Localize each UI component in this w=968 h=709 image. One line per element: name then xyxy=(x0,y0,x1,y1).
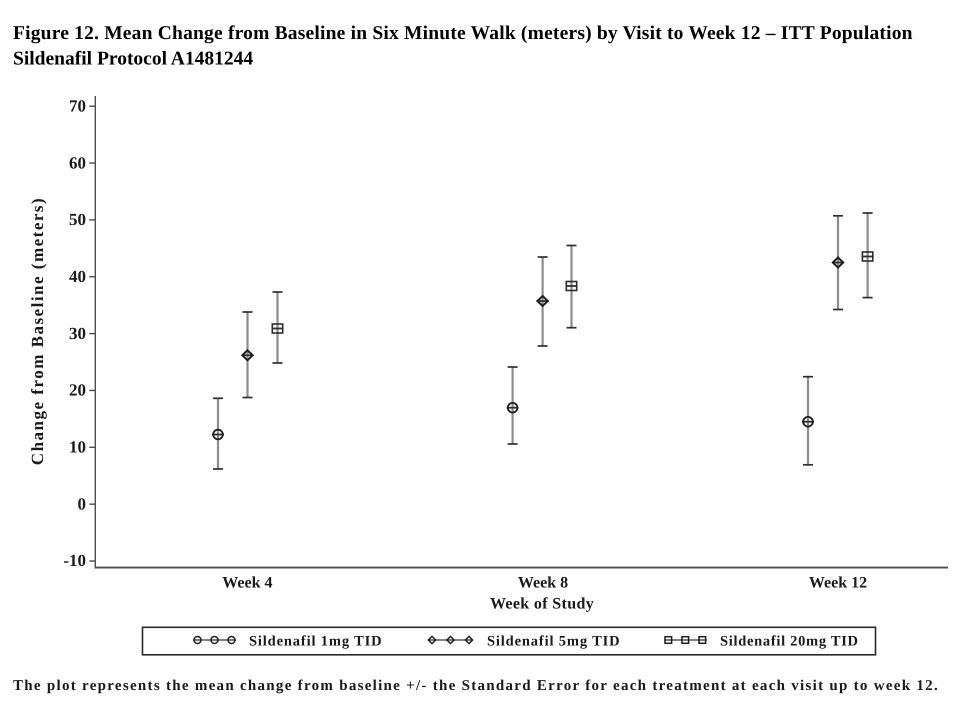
svg-text:Week of Study: Week of Study xyxy=(490,596,594,613)
svg-text:Week 8: Week 8 xyxy=(518,575,568,592)
svg-text:Sildenafil Protocol A1481244: Sildenafil Protocol A1481244 xyxy=(13,49,253,70)
svg-text:30: 30 xyxy=(69,324,86,343)
svg-text:70: 70 xyxy=(69,96,86,115)
svg-text:Week 12: Week 12 xyxy=(809,575,867,592)
svg-text:0: 0 xyxy=(78,494,87,513)
svg-text:Figure 12. Mean Change from Ba: Figure 12. Mean Change from Baseline in … xyxy=(13,23,913,44)
svg-text:10: 10 xyxy=(69,438,86,457)
svg-text:Sildenafil 20mg TID: Sildenafil 20mg TID xyxy=(720,633,859,649)
svg-text:20: 20 xyxy=(69,381,86,400)
svg-text:Change from Baseline (meters): Change from Baseline (meters) xyxy=(28,197,47,465)
svg-text:50: 50 xyxy=(69,210,86,229)
svg-text:60: 60 xyxy=(69,153,86,172)
svg-text:Week 4: Week 4 xyxy=(222,575,272,592)
svg-text:-10: -10 xyxy=(63,551,86,570)
svg-text:Sildenafil 5mg TID: Sildenafil 5mg TID xyxy=(487,633,620,649)
svg-text:Sildenafil 1mg TID: Sildenafil 1mg TID xyxy=(249,633,382,649)
svg-text:40: 40 xyxy=(69,267,86,286)
svg-text:The plot represents the mean c: The plot represents the mean change from… xyxy=(13,678,939,694)
